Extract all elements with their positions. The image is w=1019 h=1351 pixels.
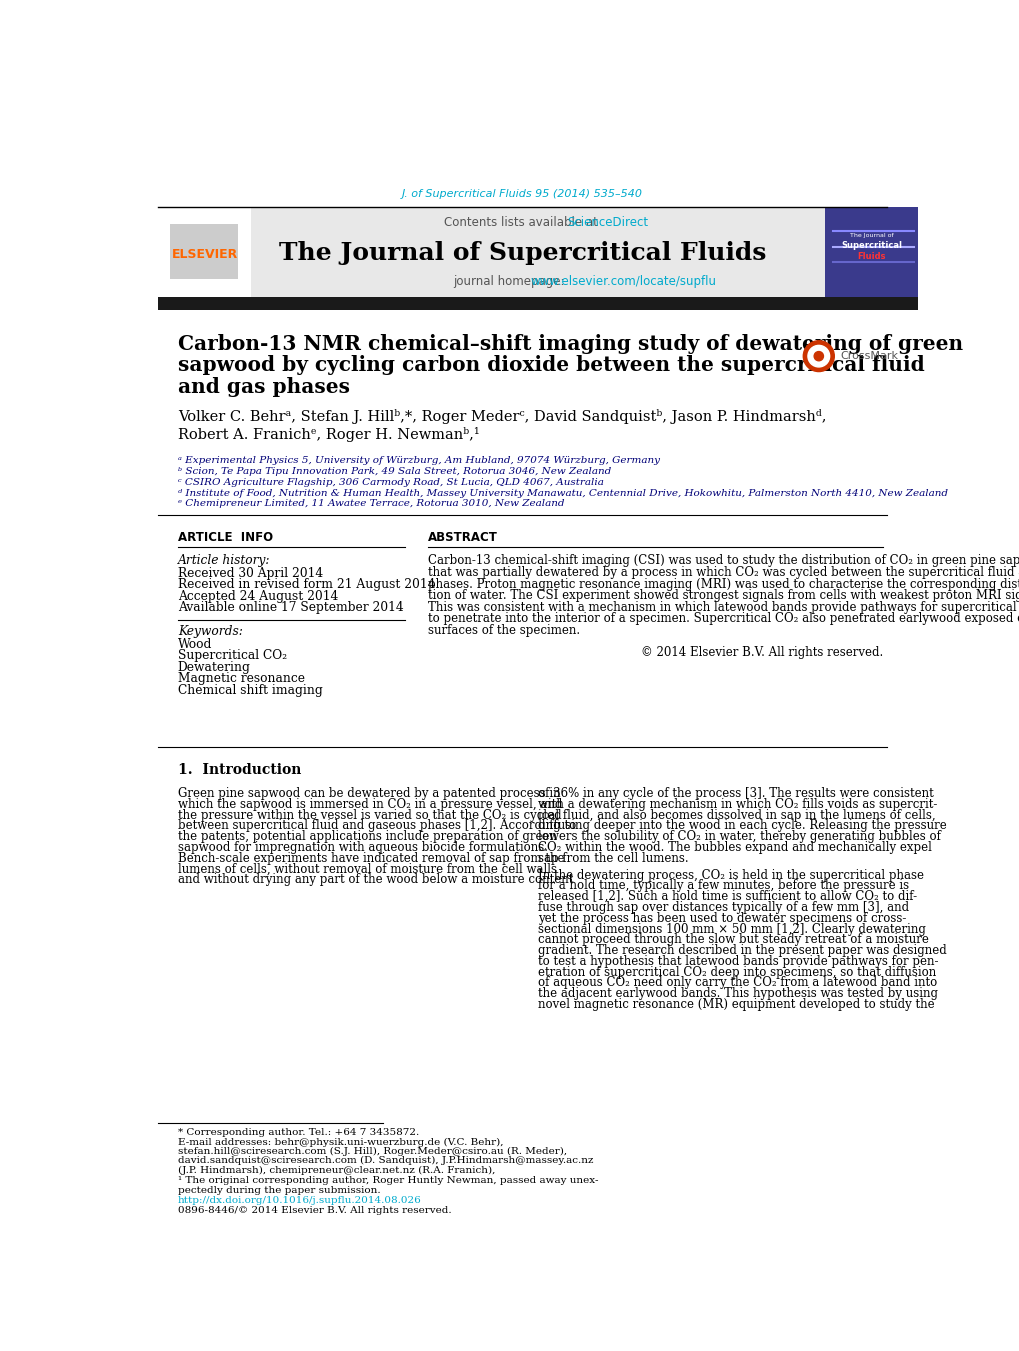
Text: ScienceDirect: ScienceDirect — [567, 216, 648, 228]
Text: In the dewatering process, CO₂ is held in the supercritical phase: In the dewatering process, CO₂ is held i… — [538, 869, 923, 882]
Text: gradient. The research described in the present paper was designed: gradient. The research described in the … — [538, 944, 946, 957]
Text: which the sapwood is immersed in CO₂ in a pressure vessel, and: which the sapwood is immersed in CO₂ in … — [177, 798, 561, 811]
Text: Wood: Wood — [177, 638, 212, 651]
Text: 1.  Introduction: 1. Introduction — [177, 763, 301, 777]
Text: that was partially dewatered by a process in which CO₂ was cycled between the su: that was partially dewatered by a proces… — [428, 566, 1019, 580]
Text: the pressure within the vessel is varied so that the CO₂ is cycled: the pressure within the vessel is varied… — [177, 809, 560, 821]
Text: Supercritical CO₂: Supercritical CO₂ — [177, 650, 286, 662]
Text: with a dewatering mechanism in which CO₂ fills voids as supercrit-: with a dewatering mechanism in which CO₂… — [538, 798, 936, 811]
Circle shape — [803, 340, 834, 372]
Text: sectional dimensions 100 mm × 50 mm [1,2]. Clearly dewatering: sectional dimensions 100 mm × 50 mm [1,2… — [538, 923, 925, 935]
Text: released [1,2]. Such a hold time is sufficient to allow CO₂ to dif-: released [1,2]. Such a hold time is suff… — [538, 890, 916, 904]
Text: ᵈ Institute of Food, Nutrition & Human Health, Massey University Manawatu, Cente: ᵈ Institute of Food, Nutrition & Human H… — [177, 489, 947, 497]
Text: http://dx.doi.org/10.1016/j.supflu.2014.08.026: http://dx.doi.org/10.1016/j.supflu.2014.… — [177, 1197, 421, 1205]
Text: (J.P. Hindmarsh), chemipreneur@clear.net.nz (R.A. Franich),: (J.P. Hindmarsh), chemipreneur@clear.net… — [177, 1166, 495, 1174]
Text: Contents lists available at: Contents lists available at — [443, 216, 601, 228]
Text: Available online 17 September 2014: Available online 17 September 2014 — [177, 601, 404, 615]
Text: Received in revised form 21 August 2014: Received in revised form 21 August 2014 — [177, 578, 435, 592]
Text: cannot proceed through the slow but steady retreat of a moisture: cannot proceed through the slow but stea… — [538, 934, 928, 946]
Text: ical fluid, and also becomes dissolved in sap in the lumens of cells,: ical fluid, and also becomes dissolved i… — [538, 809, 935, 821]
Bar — [824, 207, 917, 297]
Bar — [170, 224, 238, 280]
Text: of aqueous CO₂ need only carry the CO₂ from a latewood band into: of aqueous CO₂ need only carry the CO₂ f… — [538, 977, 936, 989]
Text: J. of Supercritical Fluids 95 (2014) 535–540: J. of Supercritical Fluids 95 (2014) 535… — [401, 189, 643, 200]
Text: david.sandquist@sciresearch.com (D. Sandquist), J.P.Hindmarsh@massey.ac.nz: david.sandquist@sciresearch.com (D. Sand… — [177, 1156, 593, 1166]
Text: lowers the solubility of CO₂ in water, thereby generating bubbles of: lowers the solubility of CO₂ in water, t… — [538, 830, 941, 843]
Text: The Journal of: The Journal of — [849, 232, 893, 238]
Text: ᶜ CSIRO Agriculture Flagship, 306 Carmody Road, St Lucia, QLD 4067, Australia: ᶜ CSIRO Agriculture Flagship, 306 Carmod… — [177, 478, 603, 486]
Text: surfaces of the specimen.: surfaces of the specimen. — [428, 624, 580, 636]
Text: the patents, potential applications include preparation of green: the patents, potential applications incl… — [177, 830, 556, 843]
Text: Carbon-13 NMR chemical–shift imaging study of dewatering of green: Carbon-13 NMR chemical–shift imaging stu… — [177, 334, 962, 354]
Text: yet the process has been used to dewater specimens of cross-: yet the process has been used to dewater… — [538, 912, 906, 925]
Bar — [158, 207, 252, 297]
Text: journal homepage:: journal homepage: — [452, 276, 564, 288]
Text: 0896-8446/© 2014 Elsevier B.V. All rights reserved.: 0896-8446/© 2014 Elsevier B.V. All right… — [177, 1205, 451, 1215]
Text: tion of water. The CSI experiment showed strongest signals from cells with weake: tion of water. The CSI experiment showed… — [428, 589, 1019, 603]
Text: ᵃ Experimental Physics 5, University of Würzburg, Am Hubland, 97074 Würzburg, Ge: ᵃ Experimental Physics 5, University of … — [177, 457, 659, 465]
Text: © 2014 Elsevier B.V. All rights reserved.: © 2014 Elsevier B.V. All rights reserved… — [640, 646, 882, 659]
Text: E-mail addresses: behr@physik.uni-wuerzburg.de (V.C. Behr),: E-mail addresses: behr@physik.uni-wuerzb… — [177, 1138, 503, 1147]
Text: and gas phases: and gas phases — [177, 377, 350, 397]
Text: CrossMark: CrossMark — [840, 351, 898, 361]
Text: * Corresponding author. Tel.: +64 7 3435872.: * Corresponding author. Tel.: +64 7 3435… — [177, 1128, 419, 1136]
Text: for a hold time, typically a few minutes, before the pressure is: for a hold time, typically a few minutes… — [538, 880, 909, 893]
Text: the adjacent earlywood bands. This hypothesis was tested by using: the adjacent earlywood bands. This hypot… — [538, 988, 937, 1000]
Bar — [158, 207, 824, 297]
Text: Robert A. Franichᵉ, Roger H. Newmanᵇ,¹: Robert A. Franichᵉ, Roger H. Newmanᵇ,¹ — [177, 427, 479, 442]
Text: Accepted 24 August 2014: Accepted 24 August 2014 — [177, 590, 338, 603]
Text: ABSTRACT: ABSTRACT — [428, 531, 497, 544]
Text: and without drying any part of the wood below a moisture content: and without drying any part of the wood … — [177, 873, 573, 886]
Text: ᵉ Chemipreneur Limited, 11 Awatee Terrace, Rotorua 3010, New Zealand: ᵉ Chemipreneur Limited, 11 Awatee Terrac… — [177, 500, 564, 508]
Text: Volker C. Behrᵃ, Stefan J. Hillᵇ,*, Roger Mederᶜ, David Sandquistᵇ, Jason P. Hin: Volker C. Behrᵃ, Stefan J. Hillᵇ,*, Roge… — [177, 409, 825, 424]
Text: novel magnetic resonance (MR) equipment developed to study the: novel magnetic resonance (MR) equipment … — [538, 998, 934, 1011]
Text: ᵇ Scion, Te Papa Tipu Innovation Park, 49 Sala Street, Rotorua 3046, New Zealand: ᵇ Scion, Te Papa Tipu Innovation Park, 4… — [177, 467, 610, 476]
Text: sapwood for impregnation with aqueous biocide formulations.: sapwood for impregnation with aqueous bi… — [177, 840, 547, 854]
Text: Fluids: Fluids — [856, 251, 884, 261]
Text: to test a hypothesis that latewood bands provide pathways for pen-: to test a hypothesis that latewood bands… — [538, 955, 937, 967]
Text: fuse through sap over distances typically of a few mm [3], and: fuse through sap over distances typicall… — [538, 901, 909, 915]
Text: The Journal of Supercritical Fluids: The Journal of Supercritical Fluids — [279, 240, 765, 265]
Bar — [158, 297, 917, 309]
Text: etration of supercritical CO₂ deep into specimens, so that diffusion: etration of supercritical CO₂ deep into … — [538, 966, 935, 978]
Text: Green pine sapwood can be dewatered by a patented process in: Green pine sapwood can be dewatered by a… — [177, 788, 560, 800]
Text: ELSEVIER: ELSEVIER — [172, 249, 237, 261]
Circle shape — [807, 346, 828, 367]
Text: Bench-scale experiments have indicated removal of sap from the: Bench-scale experiments have indicated r… — [177, 851, 564, 865]
Text: between supercritical fluid and gaseous phases [1,2]. According to: between supercritical fluid and gaseous … — [177, 819, 576, 832]
Text: Chemical shift imaging: Chemical shift imaging — [177, 684, 322, 697]
Text: www.elsevier.com/locate/supflu: www.elsevier.com/locate/supflu — [530, 276, 715, 288]
Text: Supercritical: Supercritical — [841, 240, 901, 250]
Text: ARTICLE  INFO: ARTICLE INFO — [177, 531, 273, 544]
Circle shape — [813, 351, 822, 361]
Text: Keywords:: Keywords: — [177, 626, 243, 638]
Text: Magnetic resonance: Magnetic resonance — [177, 673, 305, 685]
Text: of 36% in any cycle of the process [3]. The results were consistent: of 36% in any cycle of the process [3]. … — [538, 788, 933, 800]
Text: lumens of cells, without removal of moisture from the cell walls: lumens of cells, without removal of mois… — [177, 862, 556, 875]
Text: stefan.hill@sciresearch.com (S.J. Hill), Roger.Meder@csiro.au (R. Meder),: stefan.hill@sciresearch.com (S.J. Hill),… — [177, 1147, 567, 1156]
Text: to penetrate into the interior of a specimen. Supercritical CO₂ also penetrated : to penetrate into the interior of a spec… — [428, 612, 1019, 626]
Text: Article history:: Article history: — [177, 554, 270, 567]
Text: Received 30 April 2014: Received 30 April 2014 — [177, 567, 323, 580]
Text: CO₂ within the wood. The bubbles expand and mechanically expel: CO₂ within the wood. The bubbles expand … — [538, 840, 931, 854]
Text: pectedly during the paper submission.: pectedly during the paper submission. — [177, 1186, 380, 1194]
Text: This was consistent with a mechanism in which latewood bands provide pathways fo: This was consistent with a mechanism in … — [428, 601, 1019, 613]
Text: ¹ The original corresponding author, Roger Huntly Newman, passed away unex-: ¹ The original corresponding author, Rog… — [177, 1177, 598, 1185]
Text: sapwood by cycling carbon dioxide between the supercritical fluid: sapwood by cycling carbon dioxide betwee… — [177, 355, 923, 376]
Text: Dewatering: Dewatering — [177, 661, 251, 674]
Text: phases. Proton magnetic resonance imaging (MRI) was used to characterise the cor: phases. Proton magnetic resonance imagin… — [428, 578, 1019, 590]
Text: Carbon-13 chemical-shift imaging (CSI) was used to study the distribution of CO₂: Carbon-13 chemical-shift imaging (CSI) w… — [428, 554, 1019, 567]
Text: diffusing deeper into the wood in each cycle. Releasing the pressure: diffusing deeper into the wood in each c… — [538, 819, 946, 832]
Text: sap from the cell lumens.: sap from the cell lumens. — [538, 851, 688, 865]
